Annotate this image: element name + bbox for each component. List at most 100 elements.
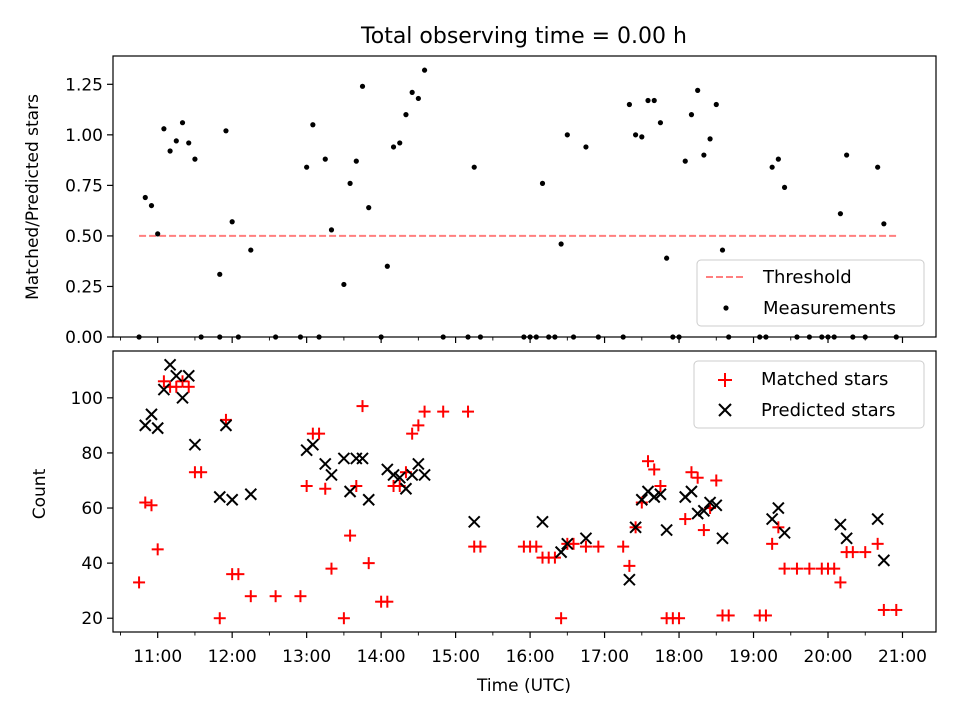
measurement-point [366, 205, 372, 211]
measurement-point [142, 194, 148, 201]
x-tick-label: 12:00 [208, 647, 257, 667]
predicted-stars-point [623, 573, 636, 586]
measurement-point [347, 180, 353, 186]
y-tick-label: 20 [81, 609, 103, 629]
measurement-point [539, 180, 546, 186]
measurement-point [328, 227, 335, 233]
y-tick-label: 0.75 [65, 176, 103, 196]
matched-stars-point [673, 612, 686, 625]
predicted-stars-point [772, 501, 785, 515]
measurement-point [223, 128, 229, 134]
predicted-stars-point [244, 488, 257, 501]
measurement-point [657, 120, 664, 126]
predicted-stars-point [648, 490, 661, 504]
matched-stars-point [474, 540, 487, 553]
measurement-point [192, 156, 198, 162]
matched-stars-point [530, 540, 543, 553]
predicted-stars-point [219, 419, 233, 432]
predicted-stars-point [157, 383, 171, 396]
predicted-stars-point [306, 438, 320, 451]
predicted-stars-point [405, 468, 419, 482]
matched-stars-point [859, 546, 872, 559]
x-tick-label: 18:00 [655, 647, 704, 667]
measurement-point [403, 112, 409, 118]
measurement-point [688, 112, 695, 118]
measurement-point [682, 158, 688, 164]
count-plot-area: 20 40 60 80 100 11:00 12:00 13:00 14:00 15:00 16:0… [71, 358, 927, 667]
predicted-stars-point [170, 369, 183, 383]
predicted-stars-point [319, 457, 332, 471]
legend-threshold-label: Threshold [762, 267, 852, 288]
predicted-stars-point [139, 419, 152, 432]
x-tick-label: 20:00 [804, 647, 853, 667]
matched-stars-point [691, 471, 704, 484]
matched-stars-point [766, 537, 779, 550]
matched-stars-point [356, 400, 369, 413]
matched-stars-point [877, 603, 890, 616]
ratio-legend: Threshold Measurements [696, 259, 925, 327]
y-tick-label: 0.25 [65, 277, 103, 297]
measurement-point [769, 164, 775, 170]
measurement-point [390, 144, 397, 150]
measurement-point [229, 219, 235, 225]
matched-stars-point [555, 612, 568, 625]
predicted-stars-point [871, 512, 884, 526]
predicted-stars-point [660, 523, 673, 537]
matched-stars-point [195, 466, 208, 479]
measurement-point [421, 67, 428, 73]
predicted-stars-point [468, 515, 481, 529]
predicted-stars-point [765, 512, 779, 526]
matched-stars-point [722, 609, 735, 622]
y-tick-label: 40 [81, 554, 103, 574]
predicted-stars-point [145, 408, 158, 421]
measurement-point [155, 231, 161, 237]
matched-stars-point [344, 529, 357, 542]
measurement-point [844, 152, 850, 158]
predicted-stars-point [225, 493, 239, 506]
measurement-point [353, 158, 359, 164]
measurement-point [322, 156, 328, 162]
matched-stars-point [319, 482, 332, 495]
matched-stars-point [697, 524, 710, 537]
measurement-point [875, 164, 881, 170]
predicted-stars-point [188, 438, 202, 451]
matched-stars-point [846, 546, 859, 559]
y-tick-label: 80 [81, 444, 103, 464]
predicted-stars-point [561, 537, 574, 551]
matched-stars-point [145, 499, 158, 512]
matched-stars-point [890, 603, 903, 616]
predicted-stars-point [399, 482, 413, 495]
measurement-point [564, 132, 570, 138]
matched-stars-point [406, 427, 419, 440]
matched-stars-point [269, 590, 282, 603]
matched-stars-point [139, 496, 152, 509]
count-panel: Count Time (UTC) 20 40 60 80 100 11:00 12:00 13… [30, 350, 937, 696]
measurement-point [695, 87, 701, 93]
predicted-stars-point [176, 391, 189, 405]
matched-stars-point [834, 576, 847, 589]
predicted-stars-point [710, 499, 723, 512]
matched-stars-point [325, 562, 338, 575]
measurement-point [713, 101, 719, 108]
legend-predicted-label: Predicted stars [761, 400, 895, 421]
matched-stars-point [418, 405, 431, 418]
matched-stars-point [592, 540, 605, 553]
predicted-stars-point [629, 521, 642, 534]
matched-stars-point [623, 559, 636, 572]
matched-stars-point [579, 540, 592, 553]
matched-stars-point [642, 455, 655, 468]
predicted-stars-point [393, 471, 406, 484]
legend-predicted-swatch [718, 403, 732, 417]
ratio-axes-frame [112, 55, 937, 338]
matched-stars-point [462, 405, 475, 418]
measurement-point [881, 221, 887, 227]
count-legend-box [693, 360, 925, 429]
predicted-stars-point [834, 518, 847, 531]
predicted-stars-point [697, 504, 711, 517]
predicted-stars-point [387, 468, 400, 482]
measurement-point [186, 140, 192, 146]
x-tick-label: 19:00 [729, 647, 778, 667]
predicted-stars-point [877, 554, 891, 567]
matched-stars-point [350, 479, 363, 492]
